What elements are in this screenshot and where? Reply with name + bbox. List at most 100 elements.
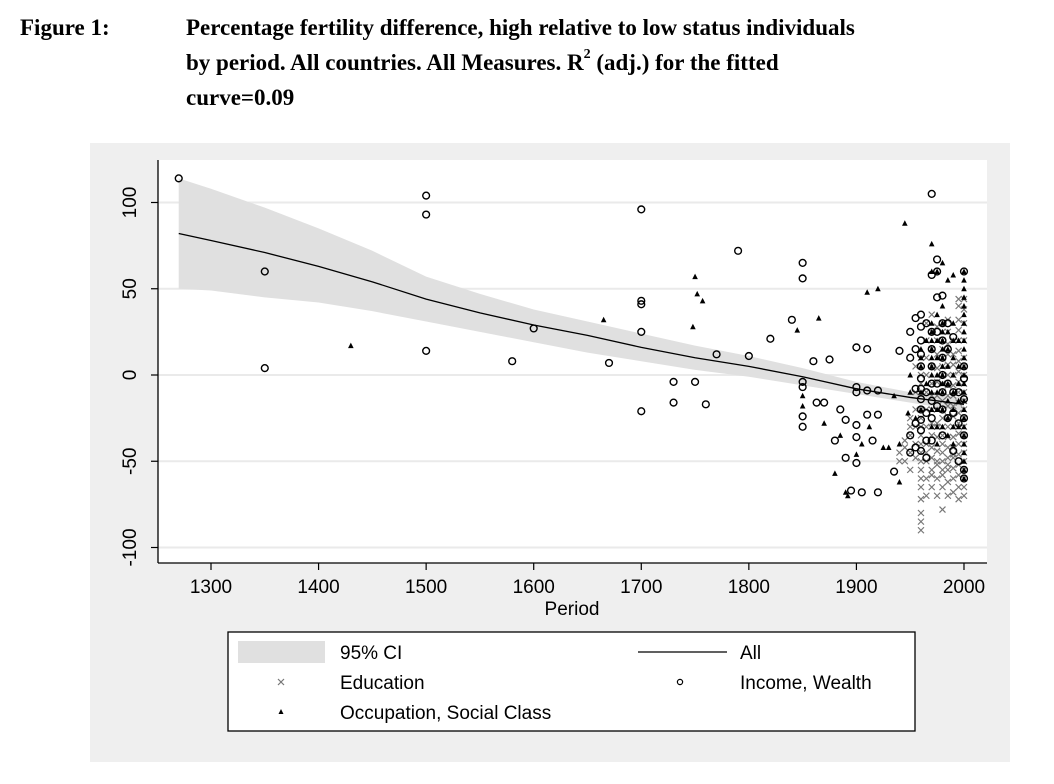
occupation-point <box>923 380 930 387</box>
education-point-stroke <box>955 347 963 355</box>
income-point <box>943 414 952 423</box>
y-tick-label: 0 <box>120 370 141 381</box>
education-point <box>933 475 941 482</box>
education-point <box>901 437 909 444</box>
education-point <box>939 506 946 513</box>
income-point <box>932 327 942 336</box>
education-point <box>917 518 925 526</box>
occupation-point <box>815 315 822 321</box>
occupation-point <box>945 328 951 335</box>
income-point <box>938 319 947 328</box>
education-point <box>912 454 920 462</box>
education-point-stroke <box>944 478 952 486</box>
income-point <box>852 433 861 442</box>
occupation-point <box>955 380 962 387</box>
income-point <box>825 355 834 364</box>
occupation-point <box>934 389 940 395</box>
occupation-point <box>864 289 870 295</box>
income-point <box>922 453 931 462</box>
occupation-point <box>928 363 935 369</box>
income-point <box>906 448 915 457</box>
figure-label: Figure 1: <box>20 15 110 40</box>
income-point <box>916 374 926 383</box>
income-point <box>916 362 926 371</box>
income-point <box>812 398 821 407</box>
income-point <box>852 382 861 392</box>
education-point <box>955 368 963 375</box>
education-point-stroke <box>917 526 925 534</box>
occupation-point <box>799 403 806 409</box>
education-point-stroke <box>944 444 952 451</box>
occupation-point <box>945 346 951 352</box>
occupation-point <box>794 327 801 333</box>
income-point <box>938 353 947 362</box>
legend-label-income: Income, Wealth <box>740 673 872 694</box>
income-point <box>916 426 926 435</box>
education-point-stroke <box>928 483 936 491</box>
occupation-point <box>928 354 935 361</box>
income-point <box>954 388 963 397</box>
income-point <box>857 488 866 497</box>
occupation-point <box>939 354 946 361</box>
education-point-stroke <box>933 350 941 358</box>
occupation-point <box>939 337 946 343</box>
income-point <box>852 420 861 430</box>
education-point-stroke <box>912 454 920 462</box>
income-point <box>895 346 904 355</box>
education-point <box>906 449 914 457</box>
occupation-point <box>885 444 892 450</box>
occupation-point <box>961 441 967 447</box>
occupation-point <box>918 406 924 412</box>
education-point <box>939 440 946 448</box>
education-point <box>906 431 914 439</box>
occupation-point <box>928 240 935 247</box>
education-point <box>939 471 946 479</box>
occupation-point <box>961 328 967 335</box>
education-point-stroke <box>949 350 957 358</box>
education-point <box>949 464 957 472</box>
income-point <box>922 388 931 397</box>
education-point <box>939 449 946 457</box>
occupation-point <box>950 354 957 361</box>
occupation-point <box>950 320 957 326</box>
income-point <box>938 405 947 414</box>
title-line2-end: (adj.) for the fitted <box>590 50 779 75</box>
education-point <box>933 492 941 500</box>
income-point <box>927 414 936 423</box>
occupation-point <box>821 420 827 426</box>
education-point <box>944 454 952 462</box>
occupation-point <box>928 372 935 378</box>
education-point-stroke <box>939 506 946 513</box>
education-point-stroke <box>906 466 914 474</box>
education-point-stroke <box>944 492 952 500</box>
occupation-point <box>961 432 967 438</box>
income-point <box>863 410 872 419</box>
education-point-stroke <box>906 414 914 422</box>
occupation-point <box>955 397 962 404</box>
education-point <box>917 449 925 457</box>
education-point-stroke <box>955 471 963 479</box>
occupation-point <box>690 323 696 330</box>
education-point <box>955 440 963 448</box>
education-point <box>917 475 925 482</box>
education-point <box>944 466 952 474</box>
income-point <box>809 357 818 366</box>
income-point <box>422 191 431 200</box>
occupation-point <box>961 415 967 421</box>
occupation-point <box>939 372 946 378</box>
education-point <box>955 302 963 310</box>
income-point <box>846 486 856 495</box>
occupation-point <box>934 268 940 274</box>
income-point <box>798 382 807 392</box>
legend-income-marker <box>676 678 684 686</box>
occupation-point <box>928 346 935 352</box>
occupation-point <box>939 259 946 266</box>
occupation-point <box>832 470 838 476</box>
occupation-point <box>950 337 957 343</box>
occupation-point <box>934 423 940 430</box>
figure-title-line2: by period. All countries. All Measures. … <box>186 48 779 75</box>
income-point <box>798 258 807 267</box>
education-point <box>955 419 963 427</box>
income-point <box>422 210 431 219</box>
income-point <box>938 336 947 345</box>
